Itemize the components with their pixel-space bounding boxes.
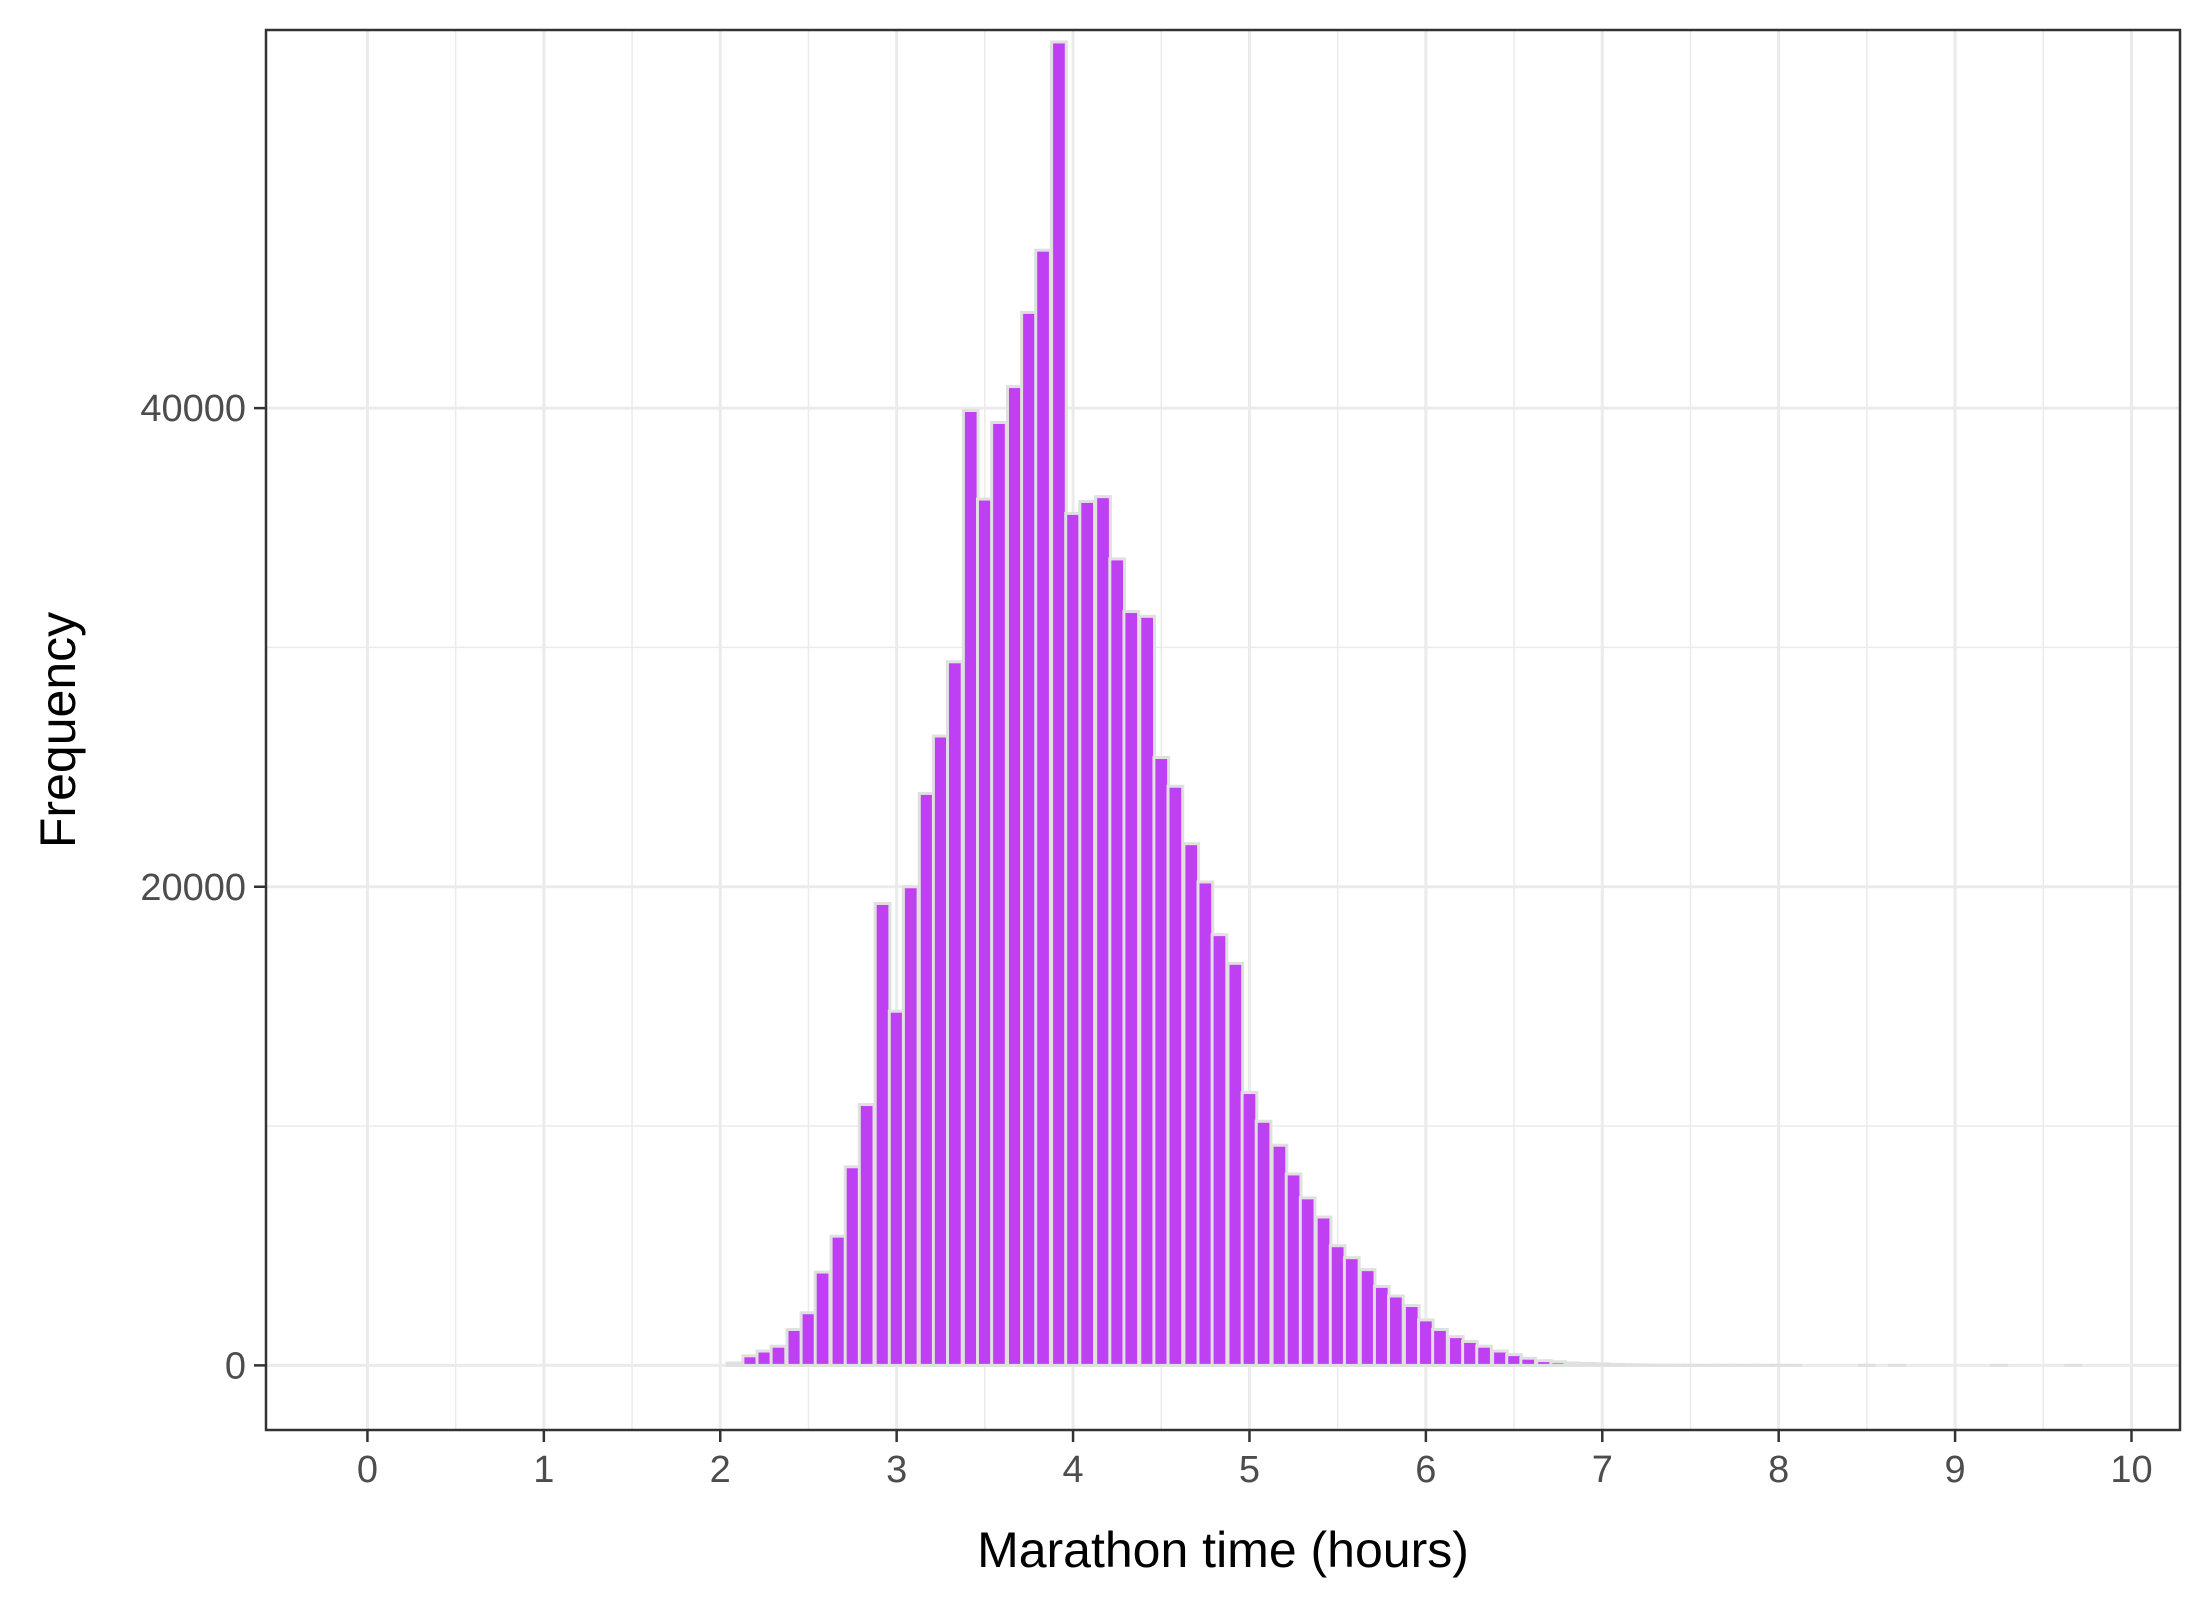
histogram-bar bbox=[1020, 310, 1038, 1367]
histogram-bar bbox=[1314, 1215, 1333, 1367]
histogram-bar bbox=[1254, 1119, 1273, 1367]
histogram-bar bbox=[1402, 1304, 1421, 1367]
x-tick-label: 4 bbox=[1062, 1449, 1083, 1491]
histogram-bar bbox=[1342, 1256, 1361, 1367]
histogram-bar bbox=[1182, 842, 1201, 1367]
histogram-bar bbox=[1505, 1353, 1523, 1367]
histogram-bar bbox=[725, 1361, 744, 1367]
histogram-bar bbox=[1166, 784, 1185, 1367]
histogram-bar bbox=[857, 1103, 876, 1367]
histogram-bar bbox=[1372, 1284, 1391, 1367]
histogram-bar bbox=[1226, 961, 1245, 1367]
x-tick-label: 0 bbox=[357, 1449, 378, 1491]
histogram-bar bbox=[961, 409, 980, 1367]
histogram-bar bbox=[873, 902, 892, 1367]
y-tick-label: 0 bbox=[225, 1345, 246, 1387]
histogram-bar bbox=[1108, 557, 1127, 1367]
histogram-bar bbox=[1623, 1363, 1642, 1367]
histogram-bar bbox=[1064, 511, 1082, 1367]
histogram-bars bbox=[725, 40, 2083, 1367]
x-tick-label: 5 bbox=[1239, 1449, 1260, 1491]
histogram-bar bbox=[1491, 1349, 1509, 1367]
histogram-bar bbox=[813, 1270, 832, 1367]
histogram-bar bbox=[1535, 1359, 1553, 1367]
histogram-bar bbox=[1034, 248, 1052, 1367]
histogram-bar bbox=[1475, 1344, 1493, 1367]
y-tick-label: 40000 bbox=[140, 388, 246, 430]
x-tick-label: 7 bbox=[1592, 1449, 1613, 1491]
histogram-bar bbox=[1579, 1361, 1598, 1367]
histogram-bar bbox=[1005, 385, 1024, 1367]
histogram-bar bbox=[887, 1009, 906, 1367]
panel-border bbox=[264, 28, 2182, 1432]
y-tick-label: 20000 bbox=[140, 867, 246, 909]
histogram-bar bbox=[990, 420, 1008, 1367]
histogram-bar bbox=[1387, 1294, 1405, 1367]
histogram-bar bbox=[769, 1344, 788, 1367]
histogram-bar bbox=[1050, 40, 1068, 1367]
histogram-bar bbox=[1284, 1172, 1303, 1367]
histogram-bar bbox=[785, 1327, 804, 1367]
histogram-bar bbox=[1593, 1362, 1612, 1367]
histogram-bar bbox=[931, 734, 950, 1367]
histogram-bar bbox=[1328, 1244, 1347, 1367]
x-tick-label: 2 bbox=[710, 1449, 731, 1491]
histogram-bar bbox=[1447, 1335, 1465, 1367]
x-tick-label: 6 bbox=[1415, 1449, 1436, 1491]
y-axis: 0 20000 40000 bbox=[140, 388, 266, 1387]
histogram-bar bbox=[1122, 610, 1141, 1367]
histogram-bar bbox=[1549, 1360, 1568, 1367]
histogram-bar bbox=[755, 1349, 774, 1367]
histogram-bar bbox=[1461, 1339, 1479, 1367]
histogram-bar bbox=[1138, 614, 1156, 1367]
histogram-bar bbox=[741, 1354, 760, 1367]
histogram-bar bbox=[1078, 499, 1097, 1367]
histogram-bar bbox=[1563, 1361, 1582, 1367]
histogram-bar bbox=[1607, 1362, 1626, 1367]
histogram-bar bbox=[829, 1234, 848, 1367]
histogram-bar bbox=[843, 1165, 862, 1367]
histogram-bar bbox=[917, 791, 936, 1367]
x-tick-label: 9 bbox=[1945, 1449, 1966, 1491]
histogram-bar bbox=[946, 660, 964, 1367]
histogram-bar bbox=[1298, 1196, 1317, 1367]
y-axis-title: Frequency bbox=[30, 612, 86, 848]
histogram-bar bbox=[1094, 495, 1112, 1367]
histogram-bar bbox=[1196, 880, 1215, 1367]
histogram-bar bbox=[1210, 933, 1229, 1367]
x-tick-label: 8 bbox=[1768, 1449, 1789, 1491]
histogram-bar bbox=[901, 885, 920, 1367]
histogram-bar bbox=[1152, 756, 1171, 1367]
histogram-bar bbox=[1519, 1356, 1538, 1367]
histogram-bar bbox=[1417, 1318, 1435, 1367]
x-axis-title: Marathon time (hours) bbox=[977, 1522, 1469, 1578]
x-tick-label: 3 bbox=[886, 1449, 907, 1491]
histogram-bar bbox=[1270, 1143, 1289, 1367]
histogram-bar bbox=[1358, 1268, 1377, 1367]
x-tick-label: 1 bbox=[533, 1449, 554, 1491]
histogram-bar bbox=[1431, 1327, 1449, 1367]
histogram-bar bbox=[799, 1311, 818, 1367]
x-tick-label: 10 bbox=[2110, 1449, 2152, 1491]
histogram-bar bbox=[1240, 1091, 1259, 1367]
x-axis: 0 1 2 3 4 5 6 7 8 9 10 bbox=[357, 1430, 2153, 1491]
histogram-bar bbox=[976, 497, 994, 1367]
